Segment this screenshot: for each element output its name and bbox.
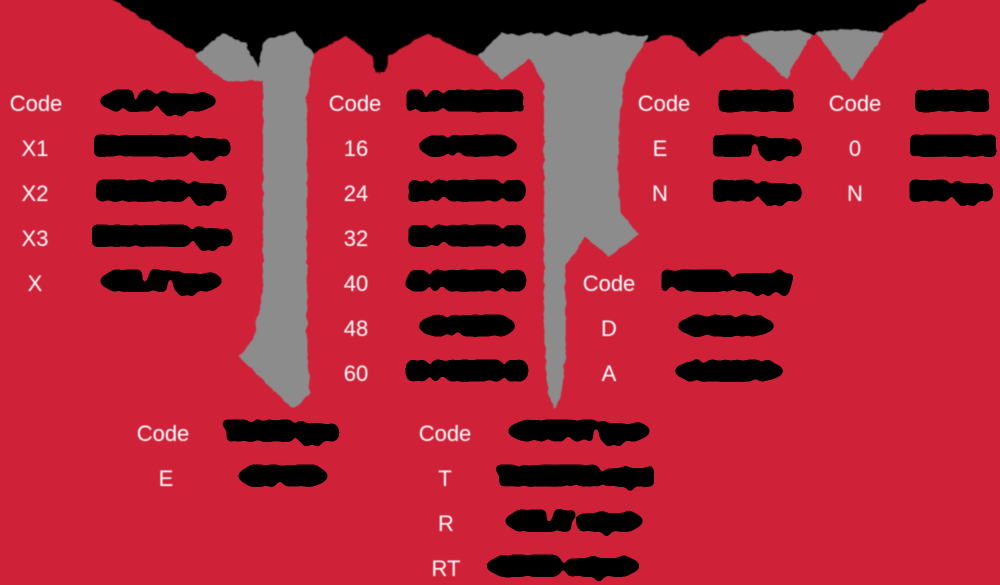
- svg-text:0: 0: [849, 136, 861, 161]
- svg-text:RT: RT: [432, 556, 461, 581]
- svg-text:X1: X1: [22, 136, 49, 161]
- svg-text:X2: X2: [22, 181, 49, 206]
- svg-text:FLC NUMBER: FLC NUMBER: [408, 88, 523, 115]
- svg-text:ENHANCED type: ENHANCED type: [93, 223, 231, 250]
- svg-text:STANDARD type: STANDARD type: [97, 178, 225, 205]
- svg-text:Code: Code: [419, 421, 472, 446]
- svg-text:Code: Code: [638, 91, 691, 116]
- svg-text:24: 24: [344, 181, 368, 206]
- svg-text:32 POINTS IO: 32 POINTS IO: [410, 223, 525, 250]
- svg-text:Code: Code: [583, 271, 636, 296]
- svg-text:<48 POINTS>: <48 POINTS>: [421, 313, 514, 340]
- svg-text:<AC220V>: <AC220V>: [677, 358, 781, 385]
- svg-text:BUS type: BUS type: [911, 178, 992, 205]
- svg-text:TRANSISTOR output: TRANSISTOR output: [498, 463, 653, 490]
- svg-text:R: R: [438, 511, 454, 536]
- svg-text:ECONOMIC type: ECONOMIC type: [95, 133, 229, 160]
- svg-text:E: E: [159, 466, 174, 491]
- svg-text:<DC24V>: <DC24V>: [680, 313, 772, 340]
- svg-text:E: E: [653, 136, 668, 161]
- svg-text:24 POINTS IO: 24 POINTS IO: [410, 178, 525, 205]
- svg-text:D: D: [601, 316, 617, 341]
- svg-text:60 POINTS IO: 60 POINTS IO: [407, 358, 527, 385]
- svg-text:Code: Code: [10, 91, 63, 116]
- svg-text:Code: Code: [829, 91, 882, 116]
- svg-text:T: T: [438, 466, 451, 491]
- svg-text:<MIXED output>: <MIXED output>: [489, 553, 638, 580]
- svg-text:N: N: [652, 181, 668, 206]
- svg-text:60: 60: [344, 361, 368, 386]
- svg-text:<RELAY type>: <RELAY type>: [102, 268, 220, 295]
- svg-text:<16 POINTS>: <16 POINTS>: [421, 133, 516, 160]
- svg-text:16: 16: [344, 136, 368, 161]
- svg-text:BUS type: BUS type: [714, 178, 800, 205]
- svg-text:Code: Code: [329, 91, 382, 116]
- svg-text:MODE: MODE: [917, 88, 988, 115]
- svg-text:X3: X3: [22, 226, 49, 251]
- svg-text:MODE: MODE: [720, 88, 792, 115]
- svg-text:40: 40: [344, 271, 368, 296]
- svg-text:<FLC type>: <FLC type>: [102, 88, 214, 115]
- svg-text:X: X: [28, 271, 43, 296]
- svg-text:TRADE type: TRADE type: [225, 418, 338, 445]
- svg-text:RESERVE: RESERVE: [911, 133, 995, 160]
- svg-text:40 POINTS IO: 40 POINTS IO: [407, 268, 525, 295]
- svg-text:POWER supply: POWER supply: [663, 268, 792, 295]
- svg-text:NET type: NET type: [714, 133, 800, 160]
- svg-text:<EXPORT>: <EXPORT>: [240, 463, 326, 490]
- svg-text:<RELAY output>: <RELAY output>: [507, 508, 641, 535]
- svg-text:32: 32: [344, 226, 368, 251]
- svg-text:48: 48: [344, 316, 368, 341]
- svg-text:N: N: [847, 181, 863, 206]
- svg-text:A: A: [602, 361, 617, 386]
- svg-text:<OUTPUT type>: <OUTPUT type>: [510, 418, 648, 445]
- svg-text:Code: Code: [137, 421, 190, 446]
